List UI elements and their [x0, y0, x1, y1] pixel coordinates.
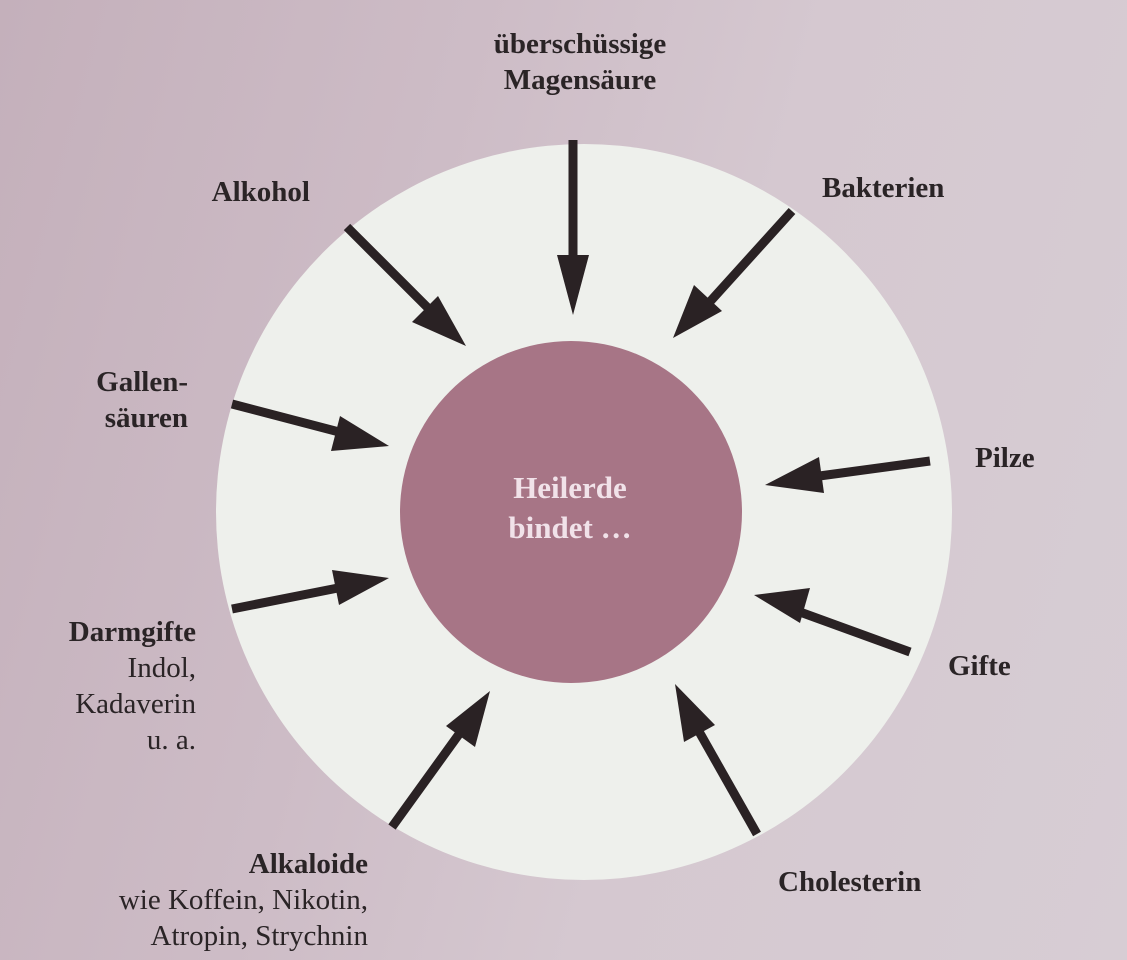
label-alkaloide: Alkaloide wie Koffein, Nikotin, Atropin,… [40, 846, 368, 954]
arrow-darmgifte [231, 582, 344, 614]
label-magensaeure-line-2: Magensäure [503, 64, 657, 96]
label-darmgifte-line-2: Indol, [127, 652, 196, 684]
arrow-head-pilze [765, 457, 824, 493]
label-bakterien-line-1: Bakterien [822, 172, 945, 204]
arrow-cholesterin [693, 725, 761, 837]
label-darmgifte-line-1: Darmgifte [68, 616, 196, 648]
label-pilze-line-1: Pilze [975, 442, 1035, 474]
label-alkohol-line-1: Alkohol [211, 176, 310, 208]
arrow-gallensaeuren [230, 399, 345, 438]
label-gallensaeuren-line-1: Gallen- [96, 366, 188, 398]
label-magensaeure: überschüssige Magensäure [420, 26, 740, 98]
label-gifte-line-1: Gifte [948, 650, 1011, 682]
arrow-head-darmgifte [332, 570, 389, 605]
label-gallensaeuren-line-2: säuren [104, 402, 188, 434]
arrow-pilze [811, 456, 931, 482]
label-alkaloide-line-2: wie Koffein, Nikotin, [118, 884, 368, 916]
arrow-gifte [798, 607, 912, 657]
label-cholesterin: Cholesterin [778, 864, 921, 900]
label-darmgifte-line-3: Kadaverin [75, 688, 196, 720]
label-magensaeure-line-1: überschüssige [493, 28, 667, 60]
arrow-alkohol [343, 223, 434, 314]
arrow-head-gallensaeuren [331, 416, 389, 451]
inner-circle [400, 341, 742, 683]
label-bakterien: Bakterien [822, 170, 944, 206]
label-alkaloide-line-1: Alkaloide [248, 848, 368, 880]
arrow-head-bakterien [673, 285, 722, 338]
center-line-1: Heilerde [513, 470, 627, 505]
arrow-alkaloide [388, 727, 466, 830]
arrow-head-alkohol [412, 296, 466, 346]
label-alkohol: Alkohol [140, 174, 310, 210]
label-darmgifte-line-4: u. a. [146, 724, 196, 756]
arrow-head-alkaloide [446, 691, 490, 747]
arrow-head-gifte [754, 588, 810, 623]
center-label: Heilerde bindet … [430, 468, 710, 548]
arrow-head-magensaeure [557, 255, 589, 315]
label-gifte: Gifte [948, 648, 1011, 684]
label-cholesterin-line-1: Cholesterin [778, 866, 922, 898]
label-pilze: Pilze [975, 440, 1035, 476]
center-line-2: bindet … [508, 510, 632, 545]
label-gallensaeuren: Gallen- säuren [40, 364, 188, 436]
label-darmgifte: Darmgifte Indol, Kadaverin u. a. [20, 614, 196, 758]
arrow-head-cholesterin [675, 684, 715, 742]
arrow-bakterien [703, 207, 796, 309]
label-alkaloide-line-3: Atropin, Strychnin [150, 920, 369, 952]
